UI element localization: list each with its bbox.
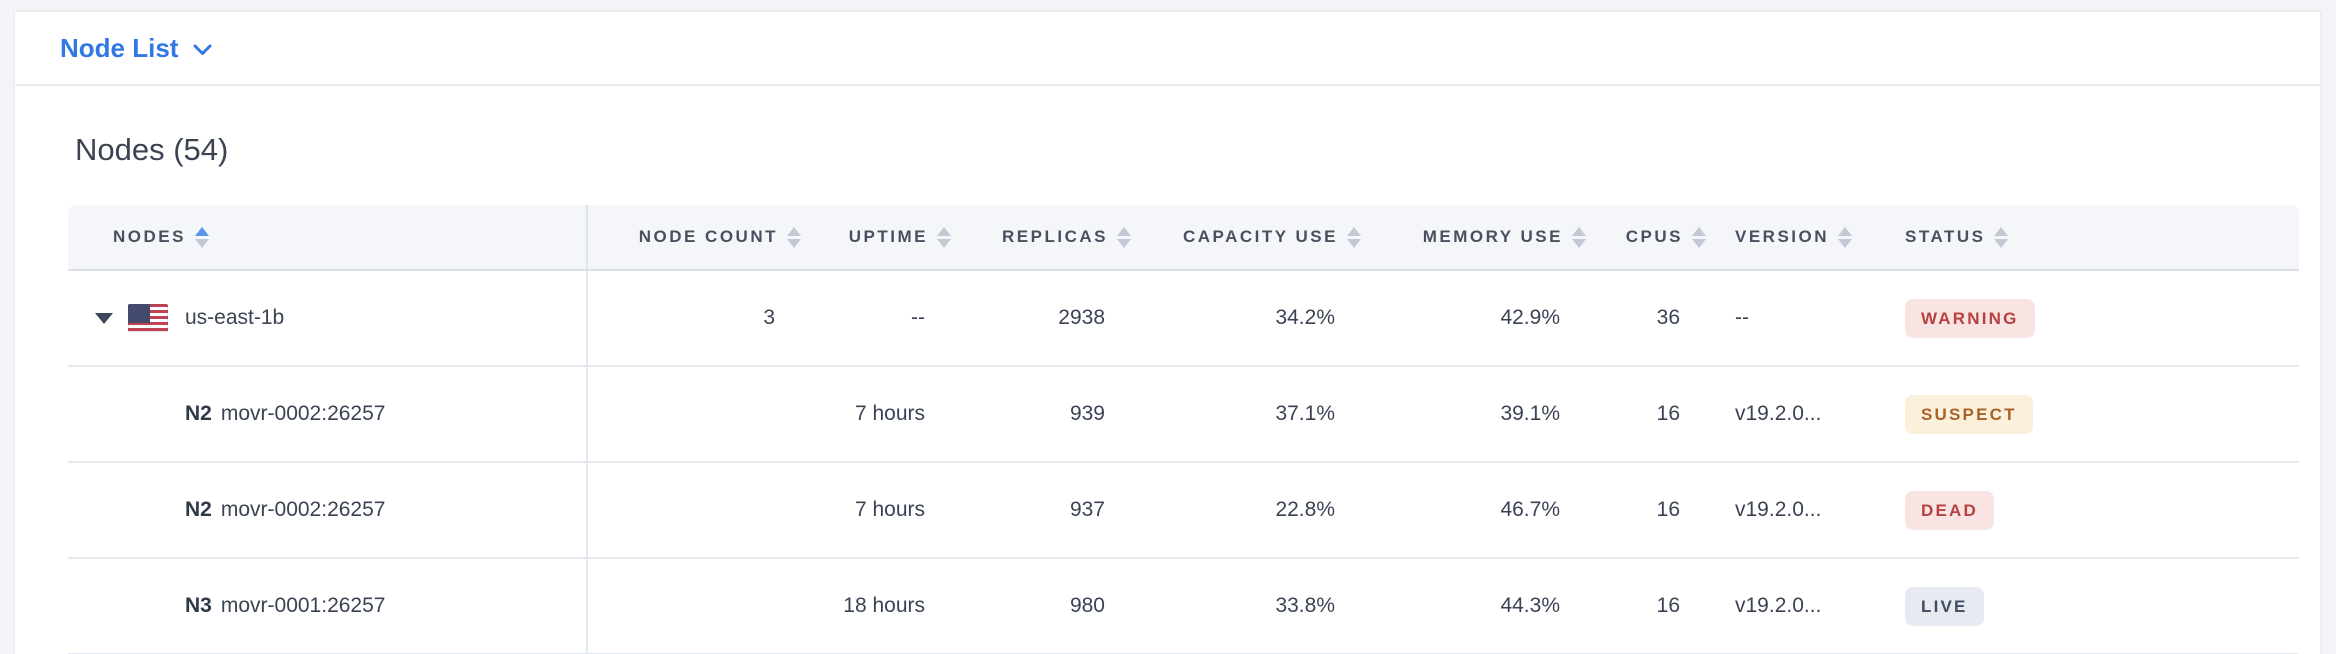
node-row[interactable]: N3 movr-0001:26257 18 hours 980 33.8% 44.3%… xyxy=(68,559,2299,654)
sort-icon[interactable] xyxy=(194,226,209,248)
us-flag-icon xyxy=(128,304,168,332)
status-badge: WARNING xyxy=(1905,298,2035,338)
collapse-caret-icon[interactable] xyxy=(95,312,115,324)
nodes-cell: N3 movr-0001:26257 xyxy=(68,559,588,653)
node-row[interactable]: N2 movr-0002:26257 7 hours 939 37.1% 39.1% 1… xyxy=(68,367,2299,463)
nodes-cell: us-east-1b xyxy=(68,271,588,365)
status-cell: DEAD xyxy=(1890,463,2299,557)
column-header-label: CPUS xyxy=(1625,227,1683,246)
node-list-card: Node List Nodes (54) NODES NODE COUNT UP… xyxy=(15,12,2320,654)
node-list-dropdown[interactable]: Node List xyxy=(60,33,212,64)
view-selector-bar: Node List xyxy=(15,12,2320,86)
node-list-dropdown-label: Node List xyxy=(60,32,179,63)
nodes-table: NODES NODE COUNT UPTIME REPLICAS CAPACIT… xyxy=(68,205,2299,654)
capacity-use-cell: 37.1% xyxy=(1275,402,1335,425)
node-address: movr-0002:26257 xyxy=(220,402,386,425)
memory-use-cell: 42.9% xyxy=(1500,306,1560,329)
replicas-cell: 980 xyxy=(1069,594,1105,617)
cpus-cell: 16 xyxy=(1656,402,1680,425)
column-header-nodes[interactable]: NODES xyxy=(68,205,588,269)
node-address: movr-0001:26257 xyxy=(220,594,386,617)
sort-icon[interactable] xyxy=(1692,226,1706,248)
column-header-version[interactable]: VERSION xyxy=(1710,205,1890,269)
cpus-cell: 16 xyxy=(1656,594,1680,617)
status-badge: DEAD xyxy=(1905,490,1994,530)
node-id: N2 xyxy=(185,498,212,521)
column-header-replicas[interactable]: REPLICAS xyxy=(955,205,1135,269)
version-cell: -- xyxy=(1735,306,1749,329)
column-header-label: VERSION xyxy=(1735,227,1830,246)
version-cell: v19.2.0... xyxy=(1735,594,1822,617)
memory-use-cell: 46.7% xyxy=(1500,498,1560,521)
content-area: Nodes (54) NODES NODE COUNT UPTIME REPLI… xyxy=(15,86,2320,654)
region-group-row[interactable]: us-east-1b 3 -- 2938 34.2% 42.9% 36 -- WARNING xyxy=(68,271,2299,367)
sort-icon[interactable] xyxy=(787,226,801,248)
cpus-cell: 36 xyxy=(1656,306,1680,329)
column-header-label: NODE COUNT xyxy=(638,227,778,246)
region-name: us-east-1b xyxy=(185,306,285,329)
nodes-cell: N2 movr-0002:26257 xyxy=(68,367,588,461)
column-header-label: REPLICAS xyxy=(1002,227,1108,246)
uptime-cell: 7 hours xyxy=(854,402,925,425)
uptime-cell: -- xyxy=(911,306,925,329)
node-count-cell xyxy=(588,463,805,557)
sort-icon[interactable] xyxy=(1994,226,2009,248)
sort-icon[interactable] xyxy=(1572,226,1586,248)
status-cell: LIVE xyxy=(1890,559,2299,653)
node-id: N2 xyxy=(185,402,212,425)
node-count-cell: 3 xyxy=(763,306,775,329)
column-header-label: STATUS xyxy=(1905,227,1986,246)
uptime-cell: 7 hours xyxy=(854,498,925,521)
page-title: Nodes (54) xyxy=(75,132,229,167)
version-cell: v19.2.0... xyxy=(1735,402,1822,425)
nodes-cell: N2 movr-0002:26257 xyxy=(68,463,588,557)
column-header-node-count[interactable]: NODE COUNT xyxy=(588,205,805,269)
sort-icon[interactable] xyxy=(1347,226,1361,248)
column-header-uptime[interactable]: UPTIME xyxy=(805,205,955,269)
status-badge: SUSPECT xyxy=(1905,394,2033,434)
status-badge: LIVE xyxy=(1905,586,1984,626)
replicas-cell: 939 xyxy=(1069,402,1105,425)
replicas-cell: 2938 xyxy=(1058,306,1105,329)
node-count-cell xyxy=(588,367,805,461)
capacity-use-cell: 33.8% xyxy=(1275,594,1335,617)
sort-icon[interactable] xyxy=(1117,226,1131,248)
column-header-memory-use[interactable]: MEMORY USE xyxy=(1365,205,1590,269)
uptime-cell: 18 hours xyxy=(843,594,925,617)
status-cell: WARNING xyxy=(1890,271,2299,365)
column-header-label: NODES xyxy=(113,227,186,246)
column-header-cpus[interactable]: CPUS xyxy=(1590,205,1710,269)
node-address: movr-0002:26257 xyxy=(220,498,386,521)
node-id: N3 xyxy=(185,594,212,617)
table-header-row: NODES NODE COUNT UPTIME REPLICAS CAPACIT… xyxy=(68,205,2299,271)
capacity-use-cell: 34.2% xyxy=(1275,306,1335,329)
column-header-label: CAPACITY USE xyxy=(1182,227,1338,246)
chevron-down-icon xyxy=(193,44,212,55)
table-body: us-east-1b 3 -- 2938 34.2% 42.9% 36 -- WARNING … xyxy=(68,271,2299,654)
node-count-cell xyxy=(588,559,805,653)
memory-use-cell: 44.3% xyxy=(1500,594,1560,617)
sort-icon[interactable] xyxy=(937,226,951,248)
memory-use-cell: 39.1% xyxy=(1500,402,1560,425)
column-header-status[interactable]: STATUS xyxy=(1890,205,2299,269)
column-header-label: MEMORY USE xyxy=(1422,227,1563,246)
replicas-cell: 937 xyxy=(1069,498,1105,521)
column-header-label: UPTIME xyxy=(848,227,928,246)
node-row[interactable]: N2 movr-0002:26257 7 hours 937 22.8% 46.7% 1… xyxy=(68,463,2299,559)
status-cell: SUSPECT xyxy=(1890,367,2299,461)
capacity-use-cell: 22.8% xyxy=(1275,498,1335,521)
sort-icon[interactable] xyxy=(1838,226,1853,248)
column-header-capacity-use[interactable]: CAPACITY USE xyxy=(1135,205,1365,269)
version-cell: v19.2.0... xyxy=(1735,498,1822,521)
cpus-cell: 16 xyxy=(1656,498,1680,521)
